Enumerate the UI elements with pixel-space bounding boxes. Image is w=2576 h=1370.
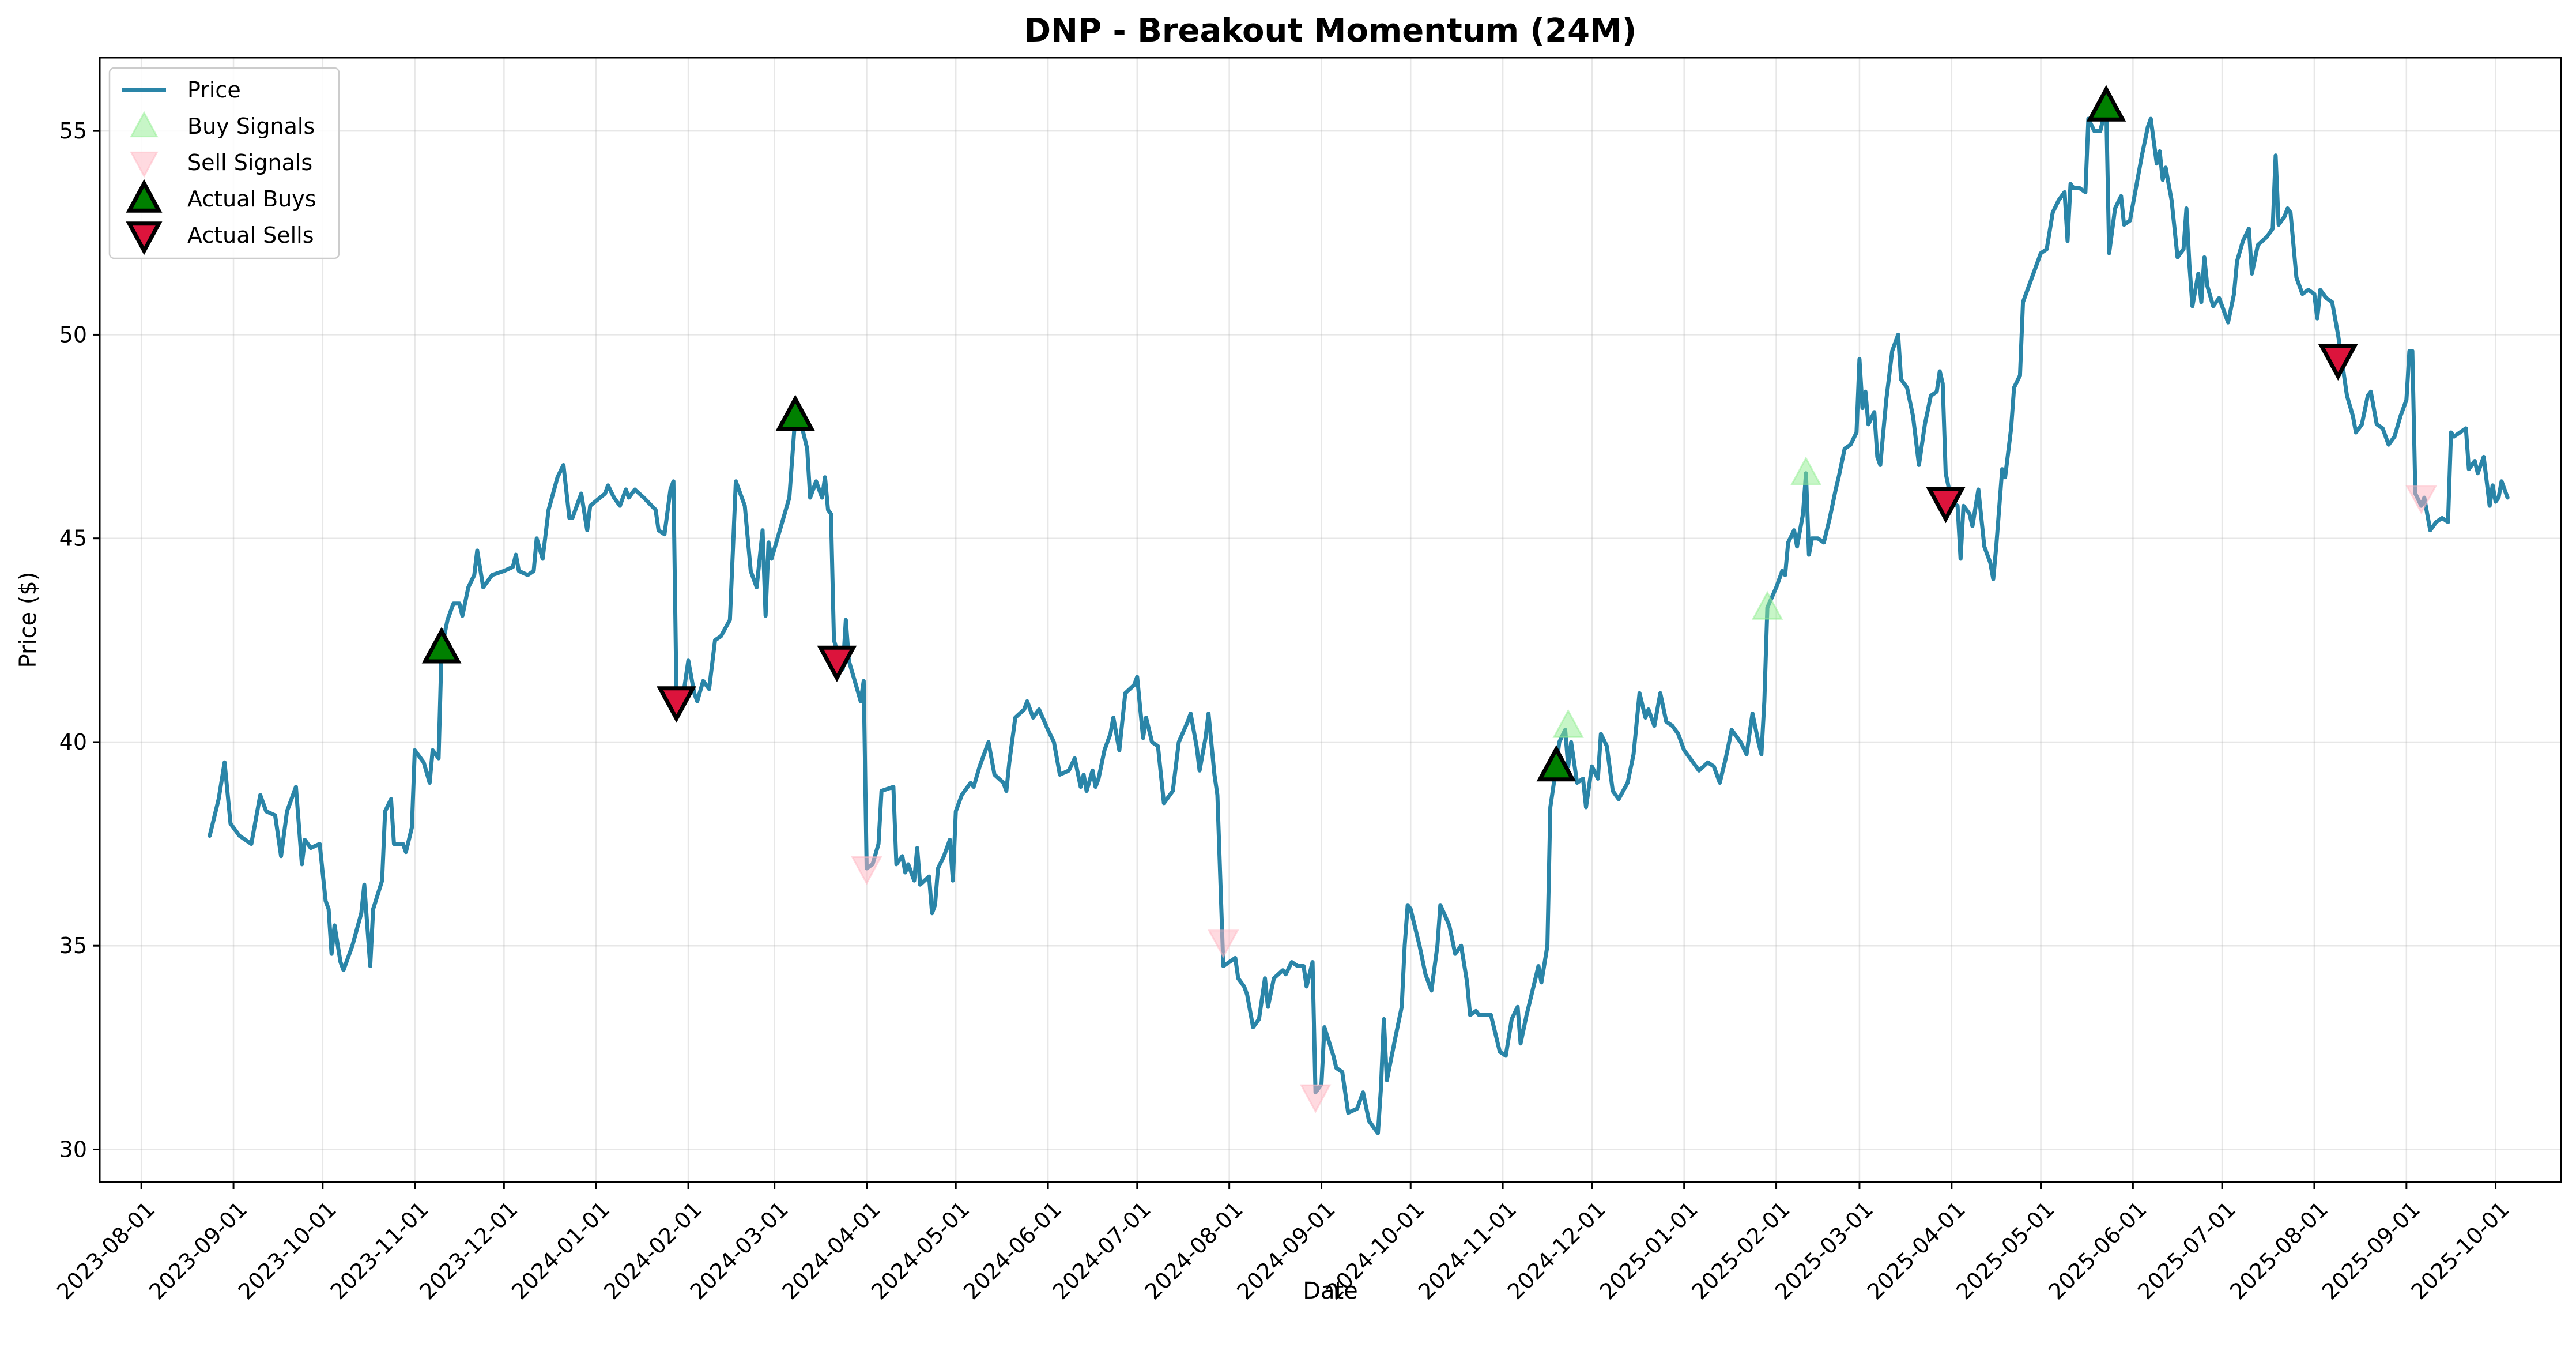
buy-signals-marker [1790, 456, 1822, 485]
actual-buys-marker [2086, 85, 2126, 122]
actual-buys-marker [775, 394, 816, 431]
sell-signals-marker [1299, 1084, 1332, 1113]
sell-signals-marker [1208, 929, 1239, 959]
y-tick-label: 40 [59, 729, 87, 755]
y-tick-label: 45 [59, 526, 87, 551]
buy-signals-marker [1751, 590, 1783, 620]
actual-sells-marker [1926, 487, 1966, 524]
legend-label-actual-sells: Actual Sells [187, 223, 314, 248]
x-axis-label: Date [1303, 1278, 1358, 1304]
legend-swatch-buy-signals [130, 111, 159, 138]
price-series-line [208, 104, 2510, 1135]
y-tick-label: 35 [59, 933, 87, 958]
y-axis: 30 35 40 45 50 55 [59, 118, 100, 1162]
sell-signals-marker [2405, 485, 2437, 515]
legend-swatch-actual-buys [126, 179, 163, 213]
chart-title: DNP - Breakout Momentum (24M) [1024, 12, 1637, 50]
sell-signals-marker [851, 856, 882, 886]
actual-buys-marker [421, 627, 462, 664]
legend-box [108, 67, 340, 259]
actual-sells-marker [817, 645, 857, 683]
buy-signals-marker [1552, 709, 1584, 738]
grid [100, 58, 2561, 1182]
actual-sells-marker [657, 686, 696, 723]
legend-label-price: Price [187, 77, 241, 103]
legend-swatch-actual-sells [126, 221, 163, 255]
legend-swatch-sell-signals [130, 151, 159, 178]
plot-area [208, 85, 2510, 1135]
actual-sells-marker [2318, 344, 2358, 381]
legend-label-buy-signals: Buy Signals [187, 114, 315, 139]
actual-buys-marker [1536, 744, 1576, 782]
legend: Price Buy Signals Sell Signals Actual Buys A… [108, 67, 340, 259]
legend-label-sell-signals: Sell Signals [187, 150, 312, 175]
y-tick-label: 55 [59, 118, 87, 144]
axes-frame [99, 57, 2562, 1183]
y-tick-label: 50 [59, 322, 87, 347]
y-tick-label: 30 [59, 1136, 87, 1162]
y-axis-label: Price ($) [15, 572, 42, 668]
legend-label-actual-buys: Actual Buys [187, 186, 316, 212]
